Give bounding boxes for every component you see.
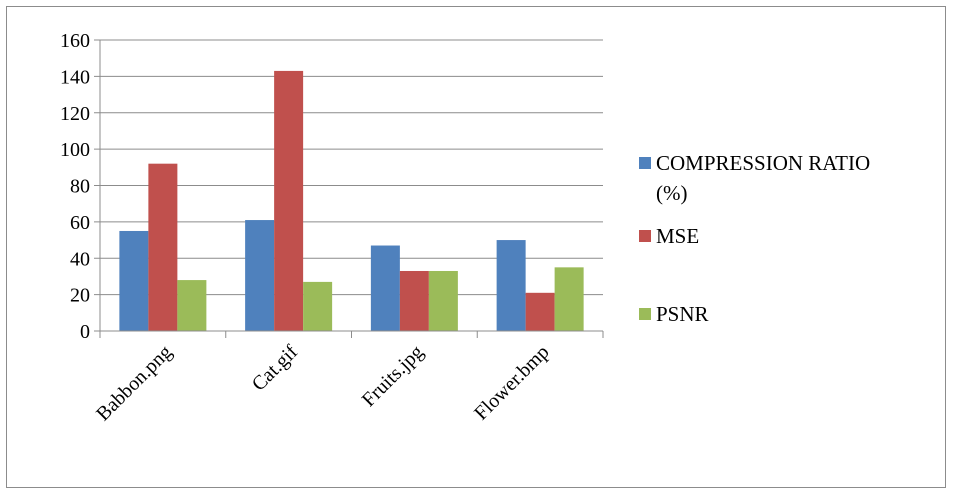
bar-mse-0 xyxy=(148,163,178,331)
x-tick-label: Cat.gif xyxy=(248,341,303,396)
legend-label: MSE xyxy=(656,224,699,248)
bars xyxy=(119,70,584,331)
y-tick-label: 100 xyxy=(60,139,90,161)
x-tick-label: Flower.bmp xyxy=(470,341,554,425)
bar-psnr-0 xyxy=(177,280,207,331)
legend: COMPRESSION RATIO (%) MSE PSNR xyxy=(639,151,870,326)
x-tick-label: Fruits.jpg xyxy=(358,341,428,411)
bar-mse-1 xyxy=(274,70,304,331)
bar-mse-3 xyxy=(525,292,555,331)
bar-compression-ratio-0 xyxy=(119,230,149,331)
legend-label: PSNR xyxy=(656,302,709,326)
y-tick-label: 0 xyxy=(80,321,90,343)
bar-compression-ratio-2 xyxy=(370,245,400,331)
y-tick-label: 40 xyxy=(70,248,90,270)
axes xyxy=(94,39,604,338)
y-tick-label: 140 xyxy=(60,66,90,88)
bar-mse-2 xyxy=(399,270,429,331)
legend-label: COMPRESSION RATIO xyxy=(656,151,870,175)
x-tick-label: Babbon.png xyxy=(92,341,176,425)
y-tick-label: 20 xyxy=(70,285,90,307)
y-tick-label: 60 xyxy=(70,212,90,234)
bar-psnr-3 xyxy=(554,267,584,331)
legend-swatch xyxy=(639,308,651,320)
y-tick-label: 80 xyxy=(70,176,90,198)
y-tick-labels: 0 20 40 60 80 100 120 140 160 xyxy=(60,30,90,343)
y-tick-label: 120 xyxy=(60,103,90,125)
bar-compression-ratio-3 xyxy=(496,240,526,331)
y-tick-label: 160 xyxy=(60,30,90,52)
legend-label: (%) xyxy=(656,181,687,205)
legend-swatch xyxy=(639,230,651,242)
legend-swatch xyxy=(639,157,651,169)
x-tick-labels: Babbon.png Cat.gif Fruits.jpg Flower.bmp xyxy=(92,341,554,426)
bar-psnr-1 xyxy=(303,281,333,331)
bar-compression-ratio-1 xyxy=(245,220,275,331)
bar-psnr-2 xyxy=(428,270,458,331)
